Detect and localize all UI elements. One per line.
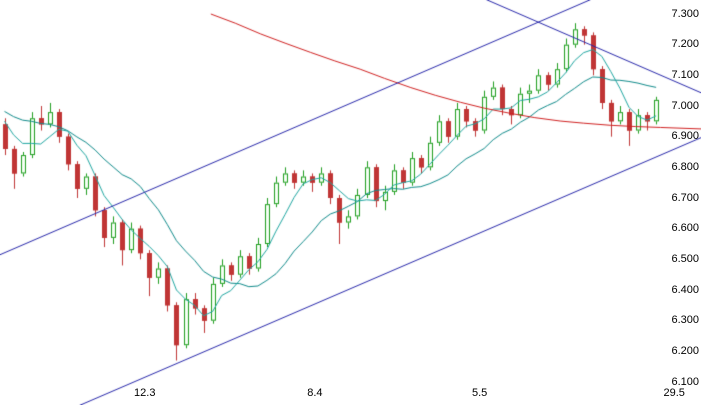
x-axis-label: 29.5 [663, 387, 685, 399]
y-axis-label: 6.200 [671, 344, 699, 357]
x-axis-label: 8.4 [307, 387, 323, 399]
x-axis-label: 5.5 [471, 387, 488, 399]
y-axis-label: 6.800 [671, 160, 699, 173]
y-axis-label: 6.700 [671, 191, 699, 204]
y-axis-label: 7.200 [671, 38, 699, 51]
y-axis-label: 7.300 [671, 7, 699, 20]
y-axis-label: 6.400 [671, 283, 699, 296]
y-axis-label: 6.900 [671, 130, 699, 143]
y-axis-label: 6.300 [671, 314, 699, 327]
y-axis-label: 6.600 [671, 222, 699, 235]
y-axis-label: 7.100 [671, 68, 699, 81]
y-axis-label: 6.500 [671, 252, 699, 265]
y-axis-label: 7.000 [671, 99, 699, 112]
y-axis-label: 6.100 [671, 375, 699, 388]
x-axis-label: 12.3 [134, 387, 156, 399]
